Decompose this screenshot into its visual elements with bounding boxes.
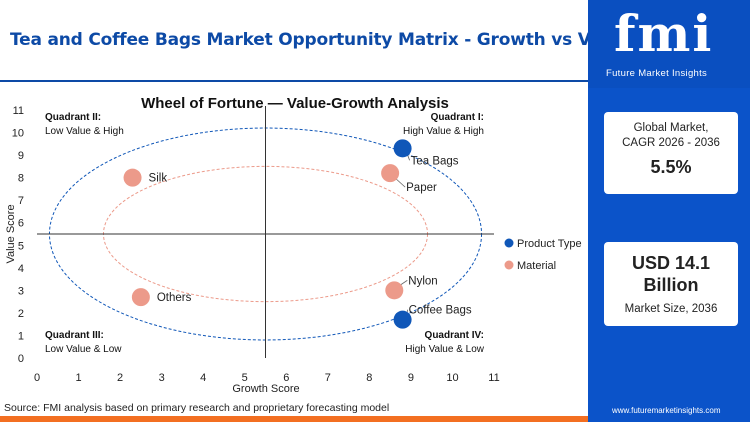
legend-label: Material xyxy=(517,260,556,272)
y-tick-label: 2 xyxy=(18,308,24,320)
market-size-value-line1: USD 14.1 xyxy=(631,253,711,273)
cagr-value: 5.5% xyxy=(650,157,692,177)
chart-title: Wheel of Fortune — Value-Growth Analysis xyxy=(141,95,449,112)
y-tick-label: 7 xyxy=(18,195,24,207)
source-note: Source: FMI analysis based on primary re… xyxy=(4,402,390,414)
x-tick-label: 0 xyxy=(34,372,40,384)
x-axis-label: Growth Score xyxy=(232,383,299,395)
x-tick-label: 8 xyxy=(366,372,372,384)
header-divider xyxy=(0,80,588,82)
point-label: Tea Bags xyxy=(411,155,459,167)
y-tick-label: 9 xyxy=(18,150,24,162)
point-label: Coffee Bags xyxy=(409,305,472,317)
y-tick-label: 6 xyxy=(18,218,24,230)
point-label: Nylon xyxy=(408,275,437,287)
point-tea-bags xyxy=(393,139,412,158)
x-tick-label: 6 xyxy=(283,372,289,384)
logo-letters: fmi xyxy=(614,4,714,63)
opportunity-matrix-chart: Wheel of Fortune — Value-Growth Analysis… xyxy=(5,95,582,395)
x-tick-label: 10 xyxy=(446,372,458,384)
point-others xyxy=(131,288,150,307)
website-link[interactable]: www.futuremarketinsights.com xyxy=(612,406,721,415)
point-nylon xyxy=(385,281,404,300)
y-tick-label: 11 xyxy=(13,105,24,117)
page-title: Tea and Coffee Bags Market Opportunity M… xyxy=(10,30,630,50)
quadrant-title-q2: Quadrant II: xyxy=(45,112,101,123)
accent-bar xyxy=(0,416,588,422)
y-axis-label: Value Score xyxy=(5,204,17,263)
y-tick-label: 10 xyxy=(12,128,24,140)
cagr-card: Global Market, CAGR 2026 - 2036 5.5% xyxy=(604,112,738,194)
header: Tea and Coffee Bags Market Opportunity M… xyxy=(0,0,630,82)
quadrant-title-q3: Quadrant III: xyxy=(45,330,104,341)
legend-swatch xyxy=(504,260,514,270)
cagr-label-line1: Global Market, xyxy=(633,122,709,134)
y-tick-label: 5 xyxy=(18,240,24,252)
point-label: Silk xyxy=(149,173,168,185)
quadrant-subtitle-q1: High Value & High xyxy=(403,126,484,137)
y-tick-label: 4 xyxy=(18,263,24,275)
y-tick-label: 1 xyxy=(18,330,24,342)
fmi-logo: fmi Future Market Insights xyxy=(588,0,750,88)
x-tick-label: 3 xyxy=(159,372,165,384)
point-paper xyxy=(381,164,400,183)
market-size-label: Market Size, 2036 xyxy=(624,303,718,315)
point-silk xyxy=(123,168,142,187)
market-size-card: USD 14.1 Billion Market Size, 2036 xyxy=(604,242,738,326)
cagr-label-line2: CAGR 2026 - 2036 xyxy=(622,137,720,149)
quadrant-subtitle-q2: Low Value & High xyxy=(45,126,124,137)
market-size-value-line2: Billion xyxy=(643,275,699,295)
y-tick-label: 8 xyxy=(18,173,24,185)
x-tick-label: 11 xyxy=(488,372,499,384)
quadrant-title-q1: Quadrant I: xyxy=(431,112,484,123)
side-panel: fmi Future Market Insights xyxy=(588,0,750,422)
quadrant-subtitle-q3: Low Value & Low xyxy=(45,344,122,355)
y-tick-label: 0 xyxy=(18,353,24,365)
y-tick-label: 3 xyxy=(18,285,24,297)
quadrant-subtitle-q4: High Value & Low xyxy=(405,344,485,355)
x-tick-label: 2 xyxy=(117,372,123,384)
x-tick-label: 9 xyxy=(408,372,414,384)
x-tick-label: 5 xyxy=(242,372,248,384)
point-label: Others xyxy=(157,292,192,304)
x-tick-label: 7 xyxy=(325,372,331,384)
x-tick-label: 4 xyxy=(200,372,206,384)
legend-label: Product Type xyxy=(517,238,582,250)
legend-swatch xyxy=(504,238,514,248)
point-coffee-bags xyxy=(393,310,412,329)
logo-subtitle: Future Market Insights xyxy=(606,68,708,79)
quadrant-title-q4: Quadrant IV: xyxy=(425,330,484,341)
x-tick-label: 1 xyxy=(75,372,81,384)
point-label: Paper xyxy=(406,182,437,194)
